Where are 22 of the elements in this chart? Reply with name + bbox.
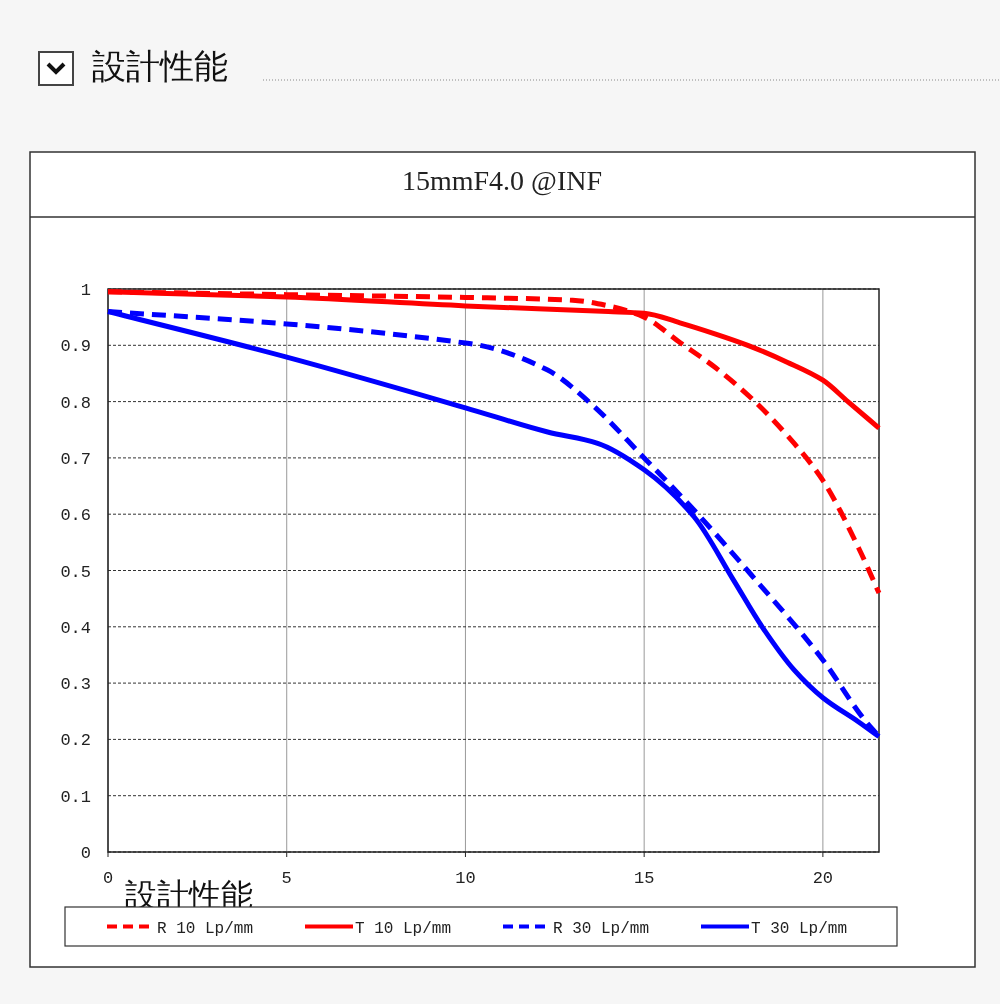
text: 設計性能	[92, 46, 228, 86]
legend-label: T 30 Lp/mm	[751, 919, 848, 938]
y-tick-label: 0.2	[60, 731, 91, 751]
x-tick-label: 0	[102, 869, 114, 888]
legend-label: R 10 Lp/mm	[157, 919, 254, 938]
legend-label: T 10 Lp/mm	[355, 919, 452, 938]
x-tick-label: 10	[455, 869, 476, 888]
legend-label: R 30 Lp/mm	[553, 919, 650, 938]
y-tick-label: 0.6	[60, 506, 91, 526]
y-tick-label: 0.9	[60, 337, 91, 357]
y-tick-label: 0.1	[60, 787, 91, 807]
chart-title: 15mmF4.0 @INF	[401, 165, 603, 196]
y-tick-label: 1	[80, 281, 91, 300]
y-tick-label: 0.4	[60, 618, 91, 638]
x-tick-label: 20	[812, 869, 834, 888]
x-tick-label: 15	[633, 869, 655, 888]
y-tick-label: 0.5	[60, 562, 91, 582]
x-tick-label: 5	[281, 869, 292, 888]
y-tick-label: 0.7	[60, 449, 91, 469]
y-tick-label: 0	[80, 844, 91, 863]
y-tick-label: 0.3	[60, 675, 91, 695]
y-tick-label: 0.8	[60, 393, 91, 413]
